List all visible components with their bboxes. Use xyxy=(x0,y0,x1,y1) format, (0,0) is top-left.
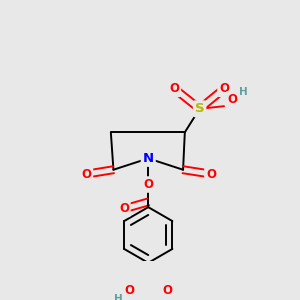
Text: H: H xyxy=(239,87,248,97)
Text: O: O xyxy=(162,284,172,297)
Text: N: N xyxy=(143,152,154,165)
Text: O: O xyxy=(82,168,92,181)
Text: O: O xyxy=(219,82,229,95)
Text: S: S xyxy=(195,102,204,115)
Text: O: O xyxy=(169,82,179,95)
Text: O: O xyxy=(119,202,129,215)
Text: O: O xyxy=(143,178,153,191)
Text: O: O xyxy=(228,93,238,106)
Text: O: O xyxy=(206,168,216,181)
Text: H: H xyxy=(114,294,123,300)
Text: O: O xyxy=(124,284,134,297)
